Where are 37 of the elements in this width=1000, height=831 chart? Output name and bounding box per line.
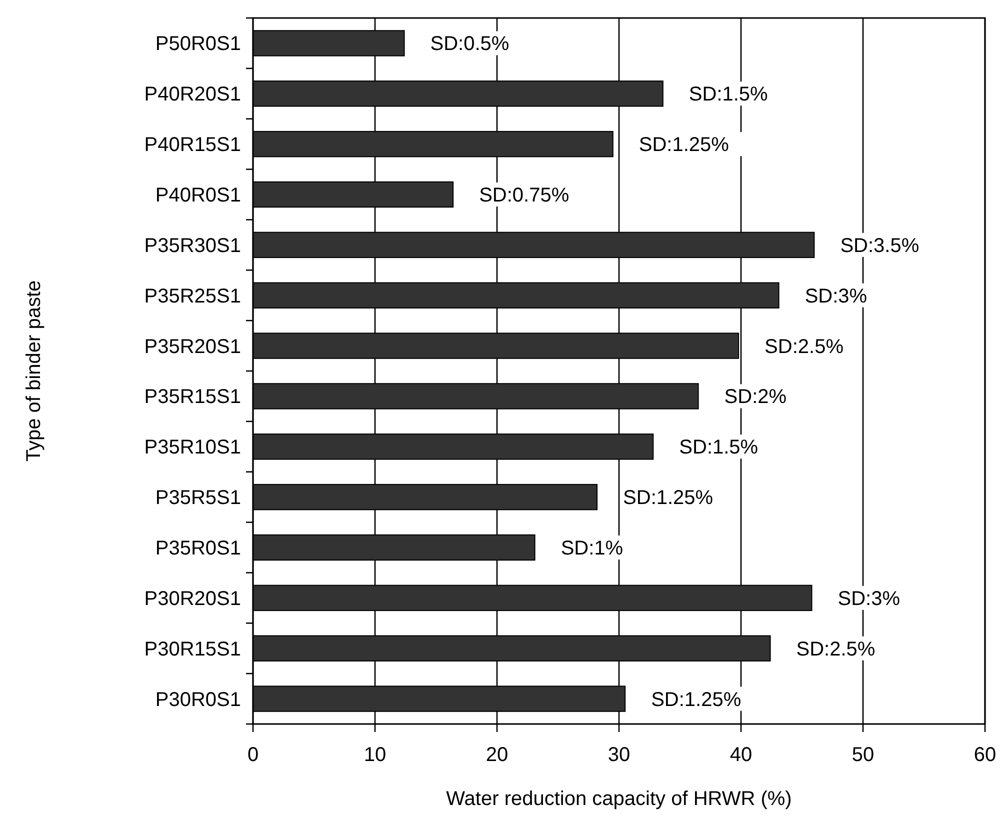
annotation: SD:1.5% <box>688 84 768 106</box>
x-tick-label: 50 <box>852 744 874 766</box>
annotation: SD:3% <box>804 285 868 308</box>
x-tick-label: 20 <box>486 744 508 766</box>
y-tick-label: P35R25S1 <box>144 285 241 308</box>
x-tick-label: 0 <box>247 744 259 766</box>
annotation: SD:0.75% <box>479 184 570 206</box>
annotation: SD:2% <box>724 386 787 408</box>
y-tick-label: P35R20S1 <box>144 336 241 358</box>
annotation: SD:2.5% <box>796 638 876 660</box>
annotation: SD:3.5% <box>840 234 920 257</box>
y-tick-label: P35R5S1 <box>155 487 241 510</box>
annotation: SD:1.5% <box>679 436 758 459</box>
x-tick-label: 60 <box>974 744 996 766</box>
y-tick-label: P40R20S1 <box>144 84 241 106</box>
x-axis-title: Water reduction capacity of HRWR (%) <box>446 788 792 810</box>
y-tick-label: P35R10S1 <box>144 436 241 459</box>
x-tick-label: 40 <box>730 744 752 766</box>
x-tick-label: 30 <box>608 744 630 766</box>
y-tick-label: P35R30S1 <box>144 234 241 257</box>
y-tick-label: P30R15S1 <box>144 638 241 660</box>
y-tick-label: P35R0S1 <box>155 538 241 560</box>
annotation: SD:1.25% <box>623 487 714 510</box>
annotation: SD:1% <box>560 538 624 560</box>
annotation: SD:3% <box>838 588 900 610</box>
annotation: SD:1.25% <box>651 688 742 711</box>
annotation: SD:1.25% <box>638 134 730 156</box>
x-tick-label: 10 <box>364 744 386 766</box>
annotation: SD:2.5% <box>764 336 844 358</box>
y-tick-label: P50R0S1 <box>155 33 241 56</box>
annotation: SD:0.5% <box>430 33 510 56</box>
y-tick-label: P30R0S1 <box>155 688 241 711</box>
y-tick-label: P40R15S1 <box>144 134 241 156</box>
y-tick-label: P35R15S1 <box>144 386 241 408</box>
y-tick-label: P40R0S1 <box>155 184 241 206</box>
y-axis-title: Type of binder paste <box>23 280 45 462</box>
y-tick-label: P30R20S1 <box>144 588 241 610</box>
